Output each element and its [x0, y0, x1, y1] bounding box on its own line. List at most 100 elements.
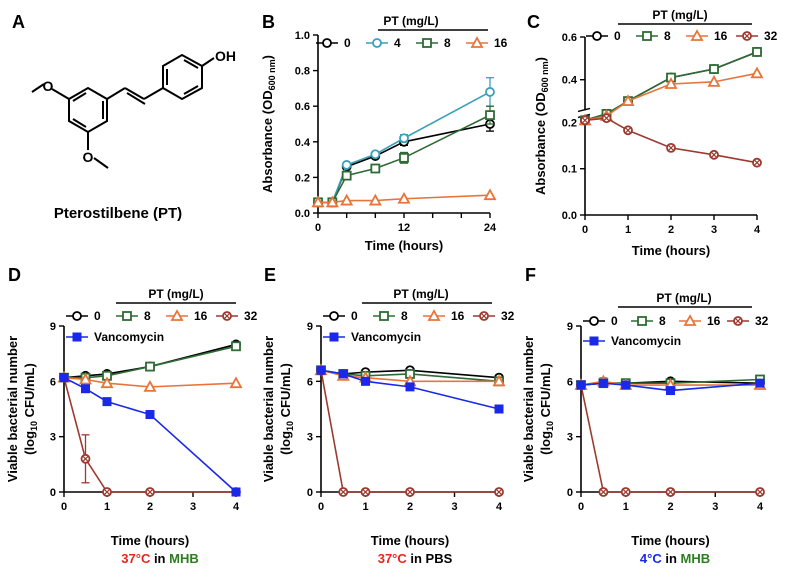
- phenol-ring-double-bond: [183, 59, 199, 69]
- legend-marker: [72, 311, 82, 321]
- condition-caption-f: 4°C in MHB: [640, 551, 710, 566]
- panel-label-f: F: [525, 265, 536, 285]
- x-tick-label: 1: [104, 501, 110, 513]
- y-tick-label: 0.2: [295, 172, 310, 184]
- series-32: [576, 380, 765, 497]
- condition-in: in: [150, 551, 169, 566]
- y-tick-label: 9: [50, 321, 56, 333]
- legend-label: 0: [611, 314, 618, 328]
- condition-medium: PBS: [426, 551, 453, 566]
- data-point-cross: [667, 488, 674, 496]
- data-point: [143, 380, 157, 392]
- y-tick-label: 0: [567, 487, 573, 499]
- condition-temp: 37°C: [121, 551, 151, 566]
- legend-marker: [329, 311, 339, 321]
- y-tick-label: 0.2: [562, 117, 577, 129]
- legend-marker: [683, 314, 697, 326]
- data-point-cross: [146, 488, 154, 496]
- legend-label: 0: [351, 309, 358, 323]
- data-point: [399, 152, 409, 163]
- data-point: [361, 376, 370, 386]
- data-point: [102, 397, 112, 407]
- panel-label-c: C: [527, 12, 540, 32]
- data-point: [78, 372, 93, 385]
- legend-marker: [170, 309, 184, 321]
- y-axis-label-units: (log10 CFU/mL): [278, 363, 295, 455]
- legend-label: 32: [244, 309, 258, 323]
- x-tick-label: 0: [582, 224, 588, 236]
- condition-medium: MHB: [681, 551, 711, 566]
- data-point-cross: [82, 455, 89, 462]
- x-tick-label: 2: [147, 501, 153, 513]
- legend-marker: [329, 332, 339, 342]
- data-point: [664, 77, 678, 89]
- series-8: [313, 105, 495, 208]
- legend-label: 16: [494, 36, 508, 50]
- data-point-cross: [581, 117, 589, 124]
- methoxy-bond: [93, 157, 109, 169]
- data-point: [145, 410, 155, 420]
- legend-marker: [379, 311, 389, 321]
- data-point: [397, 191, 411, 204]
- legend-label: 32: [501, 309, 515, 323]
- x-tick-label: 1: [625, 224, 631, 236]
- legend-label: 16: [714, 29, 728, 43]
- legend-marker: [72, 332, 82, 342]
- axis-break-mark: [577, 107, 591, 113]
- condition-caption-e: 37°C in PBS: [378, 551, 453, 566]
- y-tick-label: 0.1: [562, 164, 577, 176]
- data-point: [231, 487, 241, 497]
- legend-marker: [322, 38, 332, 48]
- vinyl-double-bond-inner: [126, 92, 146, 105]
- dimethoxy-ring-double-bond: [72, 92, 87, 102]
- dimethoxy-ring: [68, 86, 108, 134]
- data-point: [621, 380, 631, 390]
- series-32: [580, 113, 762, 168]
- legend-label: 8: [444, 36, 451, 50]
- series-line: [63, 377, 236, 493]
- data-point: [145, 361, 155, 372]
- y-axis-label: Absorbance (OD600 nm): [260, 55, 277, 193]
- condition-temp: 37°C: [378, 551, 408, 566]
- data-point: [598, 378, 608, 388]
- series-line: [63, 376, 237, 493]
- data-point: [229, 376, 243, 389]
- condition-temp: 4°C: [640, 551, 662, 566]
- legend-marker-cross: [223, 312, 231, 320]
- data-point: [399, 133, 409, 144]
- data-point: [341, 160, 352, 170]
- y-tick-label: 3: [50, 432, 56, 444]
- legend-label: 32: [764, 29, 778, 43]
- legend-marker: [122, 311, 132, 321]
- series-line: [580, 384, 760, 493]
- data-point: [483, 188, 497, 201]
- x-axis-label: Time (hours): [365, 238, 444, 253]
- oxygen-atom-label: O: [83, 149, 94, 165]
- x-tick-label: 0: [578, 501, 584, 513]
- data-point: [492, 374, 506, 387]
- series-vancomycin: [576, 378, 765, 396]
- data-point: [405, 382, 415, 392]
- data-point: [494, 404, 504, 414]
- y-tick-label: 0.0: [562, 210, 577, 222]
- legend-marker: [589, 316, 599, 326]
- chart-panel-c: 0.0 0.1 0.2 0.4 0.6 0 1 2 3 4 Time (hours) Absorban…: [533, 8, 778, 258]
- y-tick-label: 0.6: [562, 32, 577, 44]
- data-point-cross: [603, 115, 610, 122]
- legend-label: 0: [614, 29, 621, 43]
- data-point-cross: [667, 144, 675, 151]
- methoxy-bond: [51, 88, 70, 100]
- data-point-cross: [495, 488, 503, 496]
- x-axis-label: Time (hours): [631, 533, 710, 548]
- y-tick-label: 0: [50, 487, 56, 499]
- data-point: [311, 195, 325, 208]
- y-tick-label: 0.4: [295, 137, 311, 149]
- data-point: [370, 149, 381, 160]
- vinyl-bond: [143, 87, 164, 100]
- legend-label: 32: [755, 314, 769, 328]
- x-tick-label: 0: [315, 222, 321, 234]
- chart-panel-b: 0.0 0.2 0.4 0.6 0.8 1.0 0 12 24 Time (hours) Absor…: [260, 14, 508, 253]
- legend-title: PT (mg/L): [393, 287, 448, 301]
- legend-label: 8: [401, 309, 408, 323]
